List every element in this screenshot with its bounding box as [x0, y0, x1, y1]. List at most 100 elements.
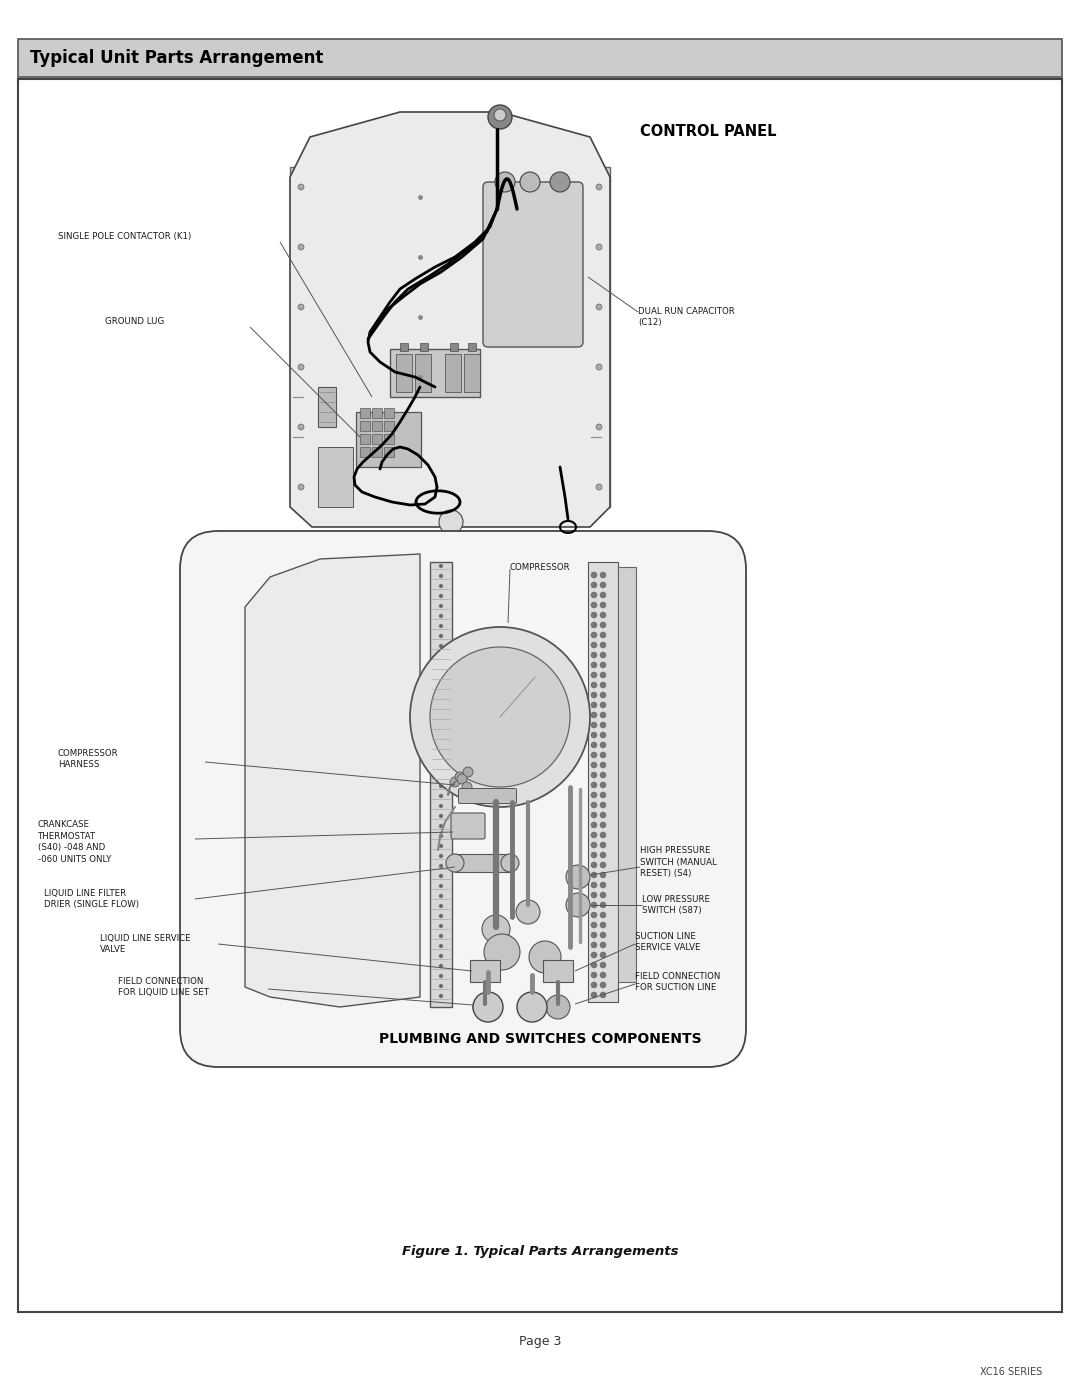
Bar	[618, 567, 636, 982]
Circle shape	[438, 954, 443, 958]
Circle shape	[591, 612, 597, 617]
Bar	[384, 447, 394, 457]
Circle shape	[596, 425, 602, 430]
Circle shape	[600, 631, 606, 638]
Bar	[360, 420, 370, 432]
Circle shape	[438, 574, 443, 578]
Circle shape	[600, 893, 606, 898]
FancyBboxPatch shape	[459, 788, 516, 803]
Circle shape	[591, 773, 597, 778]
Circle shape	[596, 365, 602, 370]
Circle shape	[600, 942, 606, 949]
Circle shape	[591, 761, 597, 768]
Circle shape	[438, 634, 443, 638]
Bar	[372, 434, 382, 444]
Circle shape	[591, 812, 597, 819]
Circle shape	[446, 854, 464, 872]
Circle shape	[591, 782, 597, 788]
Circle shape	[591, 932, 597, 937]
Circle shape	[438, 944, 443, 949]
Circle shape	[438, 914, 443, 918]
Circle shape	[591, 583, 597, 588]
Circle shape	[600, 662, 606, 668]
Circle shape	[596, 184, 602, 190]
Circle shape	[298, 365, 303, 370]
Circle shape	[438, 745, 443, 747]
Bar	[588, 562, 618, 1002]
Circle shape	[517, 992, 546, 1023]
Circle shape	[438, 654, 443, 658]
Circle shape	[438, 584, 443, 588]
Circle shape	[438, 805, 443, 807]
Circle shape	[600, 712, 606, 718]
Circle shape	[600, 802, 606, 807]
Circle shape	[600, 792, 606, 798]
Circle shape	[600, 842, 606, 848]
Bar	[384, 420, 394, 432]
Text: Figure 1. Typical Parts Arrangements: Figure 1. Typical Parts Arrangements	[402, 1246, 678, 1259]
Circle shape	[438, 974, 443, 978]
Circle shape	[438, 624, 443, 629]
Circle shape	[596, 483, 602, 490]
Circle shape	[591, 571, 597, 578]
Circle shape	[591, 631, 597, 638]
Bar	[384, 408, 394, 418]
Circle shape	[438, 824, 443, 828]
Circle shape	[591, 722, 597, 728]
Circle shape	[600, 643, 606, 648]
Circle shape	[494, 109, 507, 122]
Circle shape	[438, 923, 443, 928]
Circle shape	[482, 915, 510, 943]
Circle shape	[462, 782, 472, 792]
Bar	[291, 168, 312, 507]
Circle shape	[591, 643, 597, 648]
Bar	[18, 39, 1062, 77]
Bar	[372, 408, 382, 418]
Bar	[430, 562, 453, 1007]
Circle shape	[596, 305, 602, 310]
FancyBboxPatch shape	[451, 813, 485, 840]
Circle shape	[591, 972, 597, 978]
Text: SUCTION LINE
SERVICE VALVE: SUCTION LINE SERVICE VALVE	[635, 932, 701, 953]
Circle shape	[473, 992, 503, 1023]
Circle shape	[298, 483, 303, 490]
Circle shape	[488, 105, 512, 129]
Circle shape	[591, 672, 597, 678]
Circle shape	[600, 672, 606, 678]
Circle shape	[591, 833, 597, 838]
Circle shape	[591, 992, 597, 997]
Circle shape	[438, 733, 443, 738]
Bar	[464, 353, 480, 393]
Circle shape	[591, 742, 597, 747]
Circle shape	[591, 963, 597, 968]
Circle shape	[455, 773, 465, 782]
Text: Page 3: Page 3	[518, 1336, 562, 1348]
Circle shape	[600, 922, 606, 928]
Text: XC16 SERIES: XC16 SERIES	[980, 1368, 1042, 1377]
FancyBboxPatch shape	[180, 531, 746, 1067]
Circle shape	[550, 172, 570, 191]
Text: SINGLE POLE CONTACTOR (K1): SINGLE POLE CONTACTOR (K1)	[58, 232, 191, 242]
Circle shape	[438, 694, 443, 698]
Circle shape	[484, 935, 519, 970]
Circle shape	[438, 564, 443, 569]
Circle shape	[438, 704, 443, 708]
Text: GROUND LUG: GROUND LUG	[105, 317, 164, 327]
Circle shape	[591, 682, 597, 687]
Circle shape	[591, 602, 597, 608]
Circle shape	[438, 964, 443, 968]
Circle shape	[591, 882, 597, 888]
Circle shape	[591, 852, 597, 858]
Bar	[420, 344, 428, 351]
Circle shape	[438, 724, 443, 728]
Circle shape	[438, 844, 443, 848]
Circle shape	[600, 761, 606, 768]
Circle shape	[438, 904, 443, 908]
Circle shape	[600, 583, 606, 588]
Circle shape	[600, 782, 606, 788]
Circle shape	[438, 644, 443, 648]
Bar	[318, 447, 353, 507]
Circle shape	[600, 963, 606, 968]
Circle shape	[600, 592, 606, 598]
Circle shape	[438, 935, 443, 937]
